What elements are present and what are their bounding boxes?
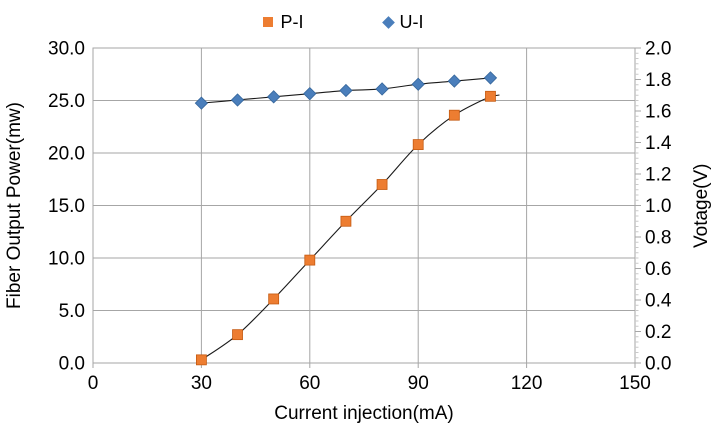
left-y-tick-label: 25.0 [48,91,85,112]
x-tick-label: 60 [299,373,320,394]
left-y-tick-label: 20.0 [48,144,85,165]
right-y-tick-label: 1.0 [645,196,671,217]
left-y-tick-label: 0.0 [59,354,85,375]
data-point-u-i [483,71,498,85]
data-point-u-i [194,96,209,110]
data-point-u-i [303,87,317,101]
right-y-tick-label: 0.6 [645,259,671,280]
data-point-u-i [267,90,281,104]
right-y-tick-label: 0.0 [645,354,671,375]
left-axis-title: Fiber Output Power(mw) [4,102,25,309]
data-point-p-i [268,293,280,305]
left-y-tick-label: 5.0 [59,301,85,322]
right-y-tick-label: 0.2 [645,322,671,343]
square-icon [263,17,274,27]
data-point-p-i [448,109,460,121]
legend-label-ui: U-I [399,12,424,32]
left-y-tick-label: 30.0 [48,39,85,60]
right-y-tick-label: 0.4 [645,291,672,312]
data-point-p-i [304,254,316,266]
data-point-p-i [195,354,207,366]
left-y-tick-label: 10.0 [48,249,85,270]
x-tick-label: 120 [511,373,543,394]
fit-line-p-i [201,94,500,361]
right-y-tick-label: 2.0 [645,39,671,60]
data-point-u-i [411,77,425,91]
data-point-p-i [232,329,243,341]
data-point-u-i [447,74,461,88]
right-y-tick-label: 1.4 [645,133,672,154]
legend: P-I U-I [0,13,701,31]
right-y-tick-label: 1.8 [645,70,671,91]
data-point-p-i [485,90,496,102]
right-axis-title: Votage(V) [691,163,712,248]
data-point-u-i [339,83,353,98]
x-tick-label: 0 [88,373,99,394]
legend-item-pi[interactable]: P-I [263,12,304,32]
diamond-icon [381,15,395,29]
x-tick-label: 90 [408,373,429,394]
data-point-p-i [376,179,388,190]
data-point-u-i [375,82,389,96]
x-tick-label: 30 [191,373,212,394]
right-y-tick-label: 1.2 [645,165,671,186]
right-y-tick-label: 0.8 [645,228,671,249]
data-point-p-i [340,215,352,227]
data-point-p-i [412,139,424,151]
data-point-u-i [230,93,245,107]
left-y-tick-label: 15.0 [48,196,85,217]
legend-label-pi: P-I [280,12,304,32]
x-axis-title: Current injection(mA) [274,403,454,424]
legend-item-ui[interactable]: U-I [381,12,424,32]
x-tick-label: 150 [619,373,651,394]
right-y-tick-label: 1.6 [645,102,671,123]
